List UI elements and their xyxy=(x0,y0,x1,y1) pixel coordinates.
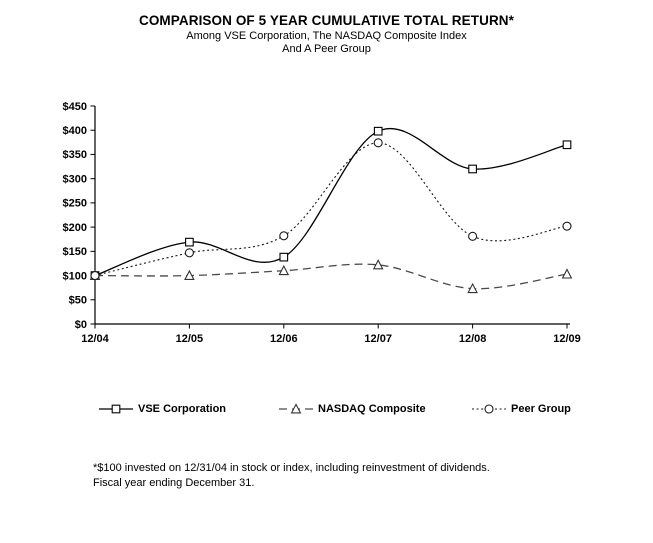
svg-text:$100: $100 xyxy=(63,270,87,282)
footnote-line1: *$100 invested on 12/31/04 in stock or i… xyxy=(93,462,490,474)
legend-label-nasdaq-composite: NASDAQ Composite xyxy=(318,403,426,415)
plot-area: $0 $50 $100 $150 $200 $250 $300 $350 $400 $450 12/… xyxy=(63,101,581,345)
svg-text:12/08: 12/08 xyxy=(459,333,487,345)
svg-text:$400: $400 xyxy=(63,125,87,137)
svg-text:$0: $0 xyxy=(75,319,87,331)
svg-text:12/06: 12/06 xyxy=(270,333,298,345)
legend-sample-dotted-line-circle-marker xyxy=(472,404,506,414)
svg-text:$200: $200 xyxy=(63,222,87,234)
y-axis-ticks-and-labels: $0 $50 $100 $150 $200 $250 $300 $350 $400 $450 xyxy=(63,101,95,331)
svg-text:12/04: 12/04 xyxy=(81,333,109,345)
legend-sample-solid-line-square-marker xyxy=(99,404,133,414)
legend-item-vse-corporation: VSE Corporation xyxy=(99,402,226,416)
chart-title: COMPARISON OF 5 YEAR CUMULATIVE TOTAL RE… xyxy=(138,13,515,28)
legend-item-nasdaq-composite: NASDAQ Composite xyxy=(279,402,426,416)
svg-text:$250: $250 xyxy=(63,198,87,210)
svg-text:$350: $350 xyxy=(63,149,87,161)
series-markers-peer-group xyxy=(90,138,572,281)
svg-text:12/05: 12/05 xyxy=(176,333,204,345)
svg-text:$150: $150 xyxy=(63,246,87,258)
svg-text:12/09: 12/09 xyxy=(553,333,581,345)
footnote-line2: Fiscal year ending December 31. xyxy=(93,477,255,489)
series-line-nasdaq-composite xyxy=(94,263,568,290)
legend-sample-dashed-line-triangle-marker xyxy=(279,403,313,414)
svg-text:$50: $50 xyxy=(69,295,87,307)
legend-label-peer-group: Peer Group xyxy=(511,403,571,415)
chart-subtitle-line2: And A Peer Group xyxy=(282,43,371,55)
series-line-vse-corporation xyxy=(94,128,568,277)
x-axis-ticks-and-labels: 12/04 12/05 12/06 12/07 12/08 12/09 xyxy=(81,324,581,345)
footnote: *$100 invested on 12/31/04 in stock or i… xyxy=(93,461,490,491)
series-markers-vse-corporation xyxy=(90,126,572,280)
chart-subtitle-line1: Among VSE Corporation, The NASDAQ Compos… xyxy=(186,30,467,42)
svg-text:$300: $300 xyxy=(63,173,87,185)
svg-text:$450: $450 xyxy=(63,101,87,113)
svg-text:12/07: 12/07 xyxy=(364,333,392,345)
legend-item-peer-group: Peer Group xyxy=(472,402,571,416)
legend-label-vse-corporation: VSE Corporation xyxy=(138,403,227,415)
series-line-peer-group xyxy=(94,142,568,277)
